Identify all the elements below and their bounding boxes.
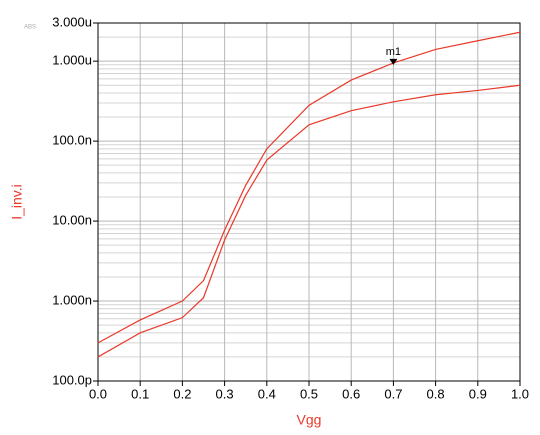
x-tick-label: 0.7 [384, 386, 402, 401]
x-tick-label: 0.3 [216, 386, 234, 401]
y-tick-label: 100.0p [52, 372, 92, 387]
x-tick-label: 0.5 [300, 386, 318, 401]
x-tick-label: 0.8 [427, 386, 445, 401]
x-tick-label: 1.0 [511, 386, 529, 401]
y-tick-label: 1.000n [52, 292, 92, 307]
y-tick-label: 3.000u [52, 14, 92, 29]
x-axis-label: Vgg [297, 412, 322, 428]
y-scale-label: ABS [24, 25, 36, 31]
series-line [97, 31, 521, 344]
x-tick-label: 0.2 [173, 386, 191, 401]
y-axis-label: I_inv.i [9, 184, 25, 220]
x-tick-label: 0.6 [342, 386, 360, 401]
x-tick-label: 0.9 [469, 386, 487, 401]
x-tick-label: 0.1 [131, 386, 149, 401]
y-tick-label: 10.00n [52, 213, 92, 228]
x-tick-label: 0.4 [258, 386, 276, 401]
x-tick-label: 0.0 [89, 386, 107, 401]
series-line [97, 84, 521, 358]
y-tick-label: 100.0n [52, 133, 92, 148]
plot-frame [97, 22, 521, 382]
y-tick-label: 1.000u [52, 53, 92, 68]
marker-label: m1 [386, 46, 401, 58]
marker [389, 58, 398, 65]
